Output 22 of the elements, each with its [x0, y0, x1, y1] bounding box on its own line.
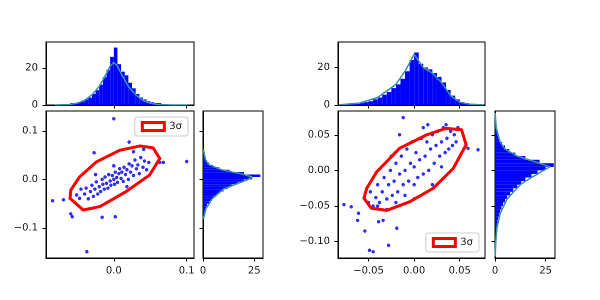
- y-tick-label: 20: [25, 62, 38, 74]
- x-tick-label: −0.05: [353, 266, 384, 276]
- y-tick-label: −0.1: [14, 222, 38, 234]
- x-tick-label: 0.00: [403, 266, 426, 276]
- x-tick-label: 25: [248, 266, 261, 276]
- y-tick-label: 0.0: [22, 174, 38, 185]
- x-tick-label: 0.05: [448, 266, 471, 276]
- legend-label: 3σ: [169, 121, 183, 132]
- y-tick-label: 0.05: [308, 129, 330, 140]
- legend-label: 3σ: [460, 237, 474, 248]
- y-tick-label: 0: [324, 100, 330, 110]
- x-tick-label: 0: [200, 266, 206, 276]
- y-tick-label: 0: [32, 100, 38, 110]
- y-tick-label: 0.1: [22, 125, 38, 136]
- y-tick-label: 20: [317, 62, 330, 73]
- x-tick-label: 0.0: [106, 266, 122, 276]
- x-tick-label: 0: [492, 266, 498, 276]
- y-tick-label: −0.10: [299, 236, 330, 248]
- y-tick-label: −0.05: [299, 200, 330, 212]
- x-tick-label: 0.1: [178, 266, 195, 276]
- y-tick-label: 0.00: [308, 164, 330, 176]
- x-tick-label: 25: [539, 266, 552, 276]
